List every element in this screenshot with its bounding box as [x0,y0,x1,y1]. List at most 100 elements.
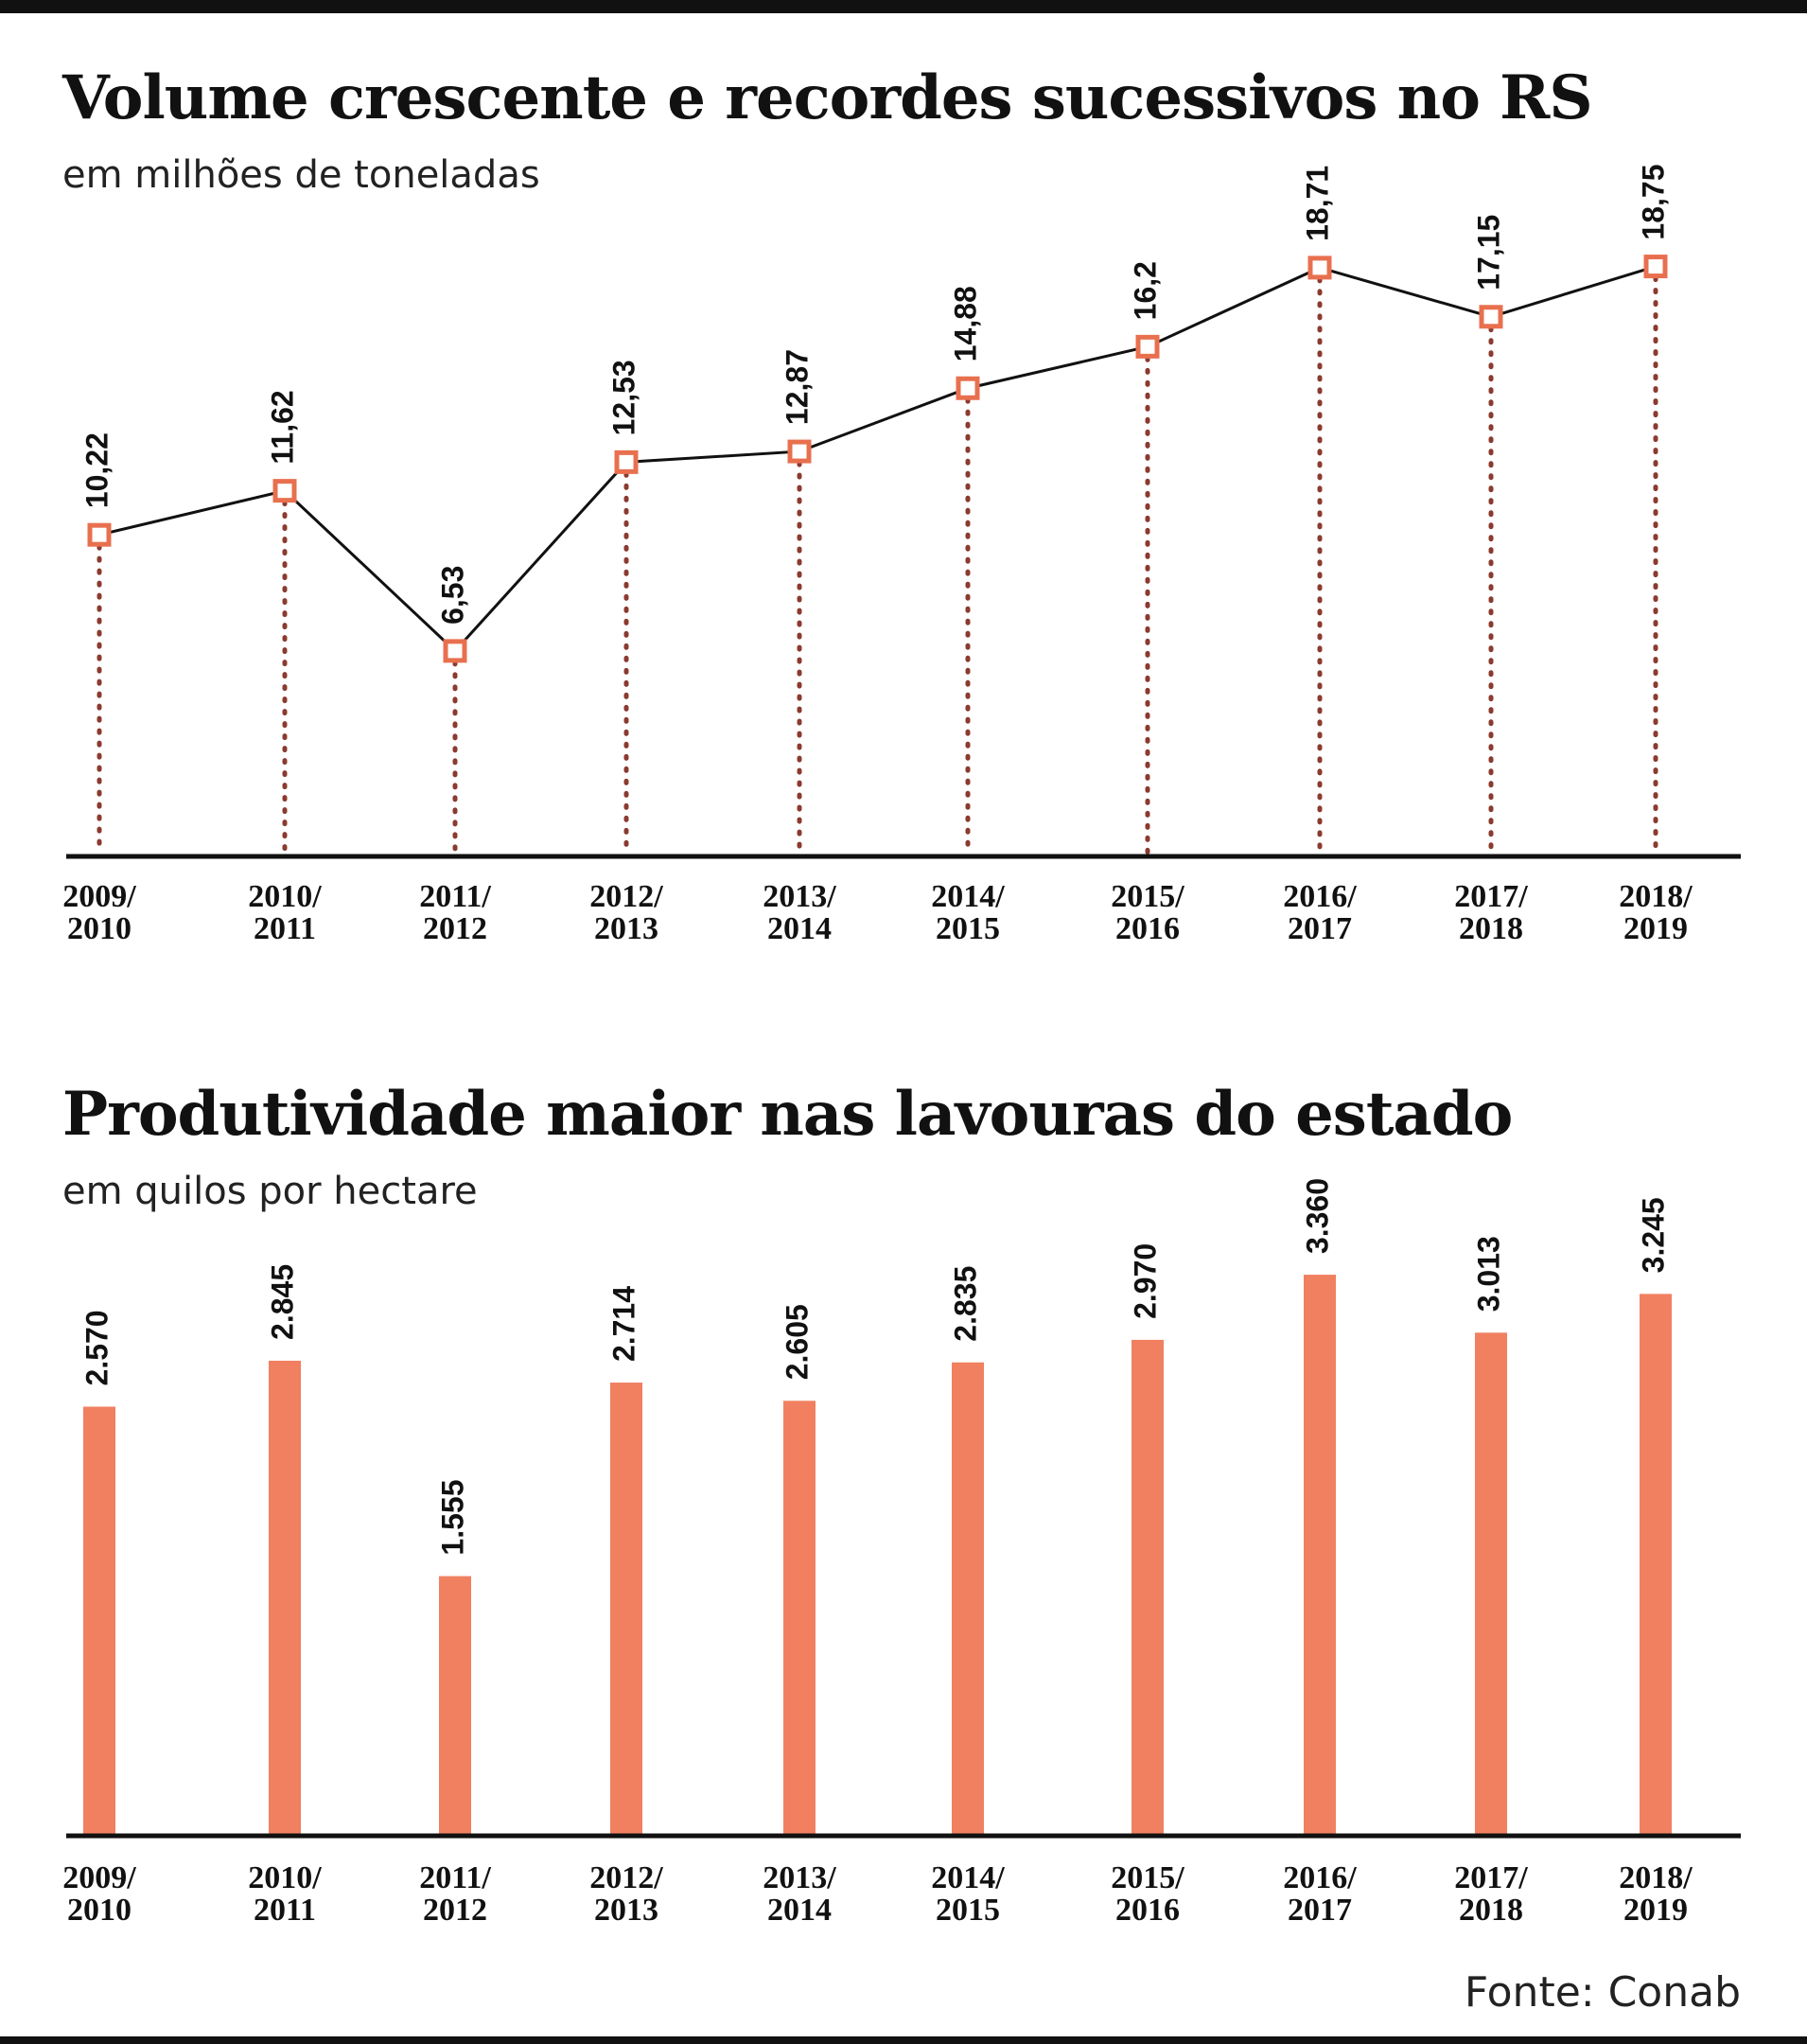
data-label: 12,87 [780,349,814,425]
x-tick-label-line: 2015 [936,1893,1000,1928]
data-label: 3.360 [1300,1178,1334,1254]
data-point-marker [614,449,639,474]
x-tick-label: 2011/2012 [419,879,491,946]
bar [1640,1294,1672,1836]
data-point-marker [443,639,467,663]
data-point-marker [956,376,980,400]
x-tick-label-line: 2018 [1459,911,1523,946]
x-tick-label: 2018/2019 [1619,879,1693,946]
x-tick-label-line: 2015/ [1111,1860,1184,1895]
data-label: 1.555 [435,1480,469,1556]
bar-chart-productivity: 2.570 2.845 1.555 2.714 2.605 2.835 2.970 3.360… [62,1178,1741,1928]
x-tick-label: 2017/2018 [1454,1860,1528,1928]
data-label: 3.013 [1471,1236,1505,1312]
x-tick-label-line: 2014 [767,1893,832,1928]
bar [439,1576,471,1836]
x-tick-label-line: 2013 [594,1893,658,1928]
x-tick-label: 2015/2016 [1111,1860,1184,1928]
x-tick-label: 2012/2013 [589,879,663,946]
x-tick-label-line: 2016/ [1283,1860,1357,1895]
x-tick-label: 2013/2014 [763,879,836,946]
data-label: 11,62 [265,390,299,464]
x-tick-label-line: 2017 [1288,911,1352,946]
bar [1475,1332,1507,1836]
data-label: 2.970 [1128,1243,1162,1319]
data-point-marker [1307,256,1332,280]
x-tick-label-line: 2014 [767,911,832,946]
data-label: 14,88 [948,286,982,361]
x-tick-label: 2010/2011 [248,1860,322,1928]
bottom-rule [0,2036,1807,2044]
x-tick-label-line: 2018/ [1619,879,1693,914]
x-tick-label-line: 2012 [423,911,487,946]
x-tick-label-line: 2011 [254,911,316,946]
data-label: 10,22 [79,432,114,508]
x-tick-label-line: 2018 [1459,1893,1523,1928]
x-tick-label-line: 2017/ [1454,879,1528,914]
data-point-marker [272,479,297,503]
x-tick-label: 2014/2015 [931,879,1005,946]
x-tick-label-line: 2009/ [62,879,136,914]
x-tick-label-line: 2016 [1115,1893,1180,1928]
x-tick-label-line: 2011 [254,1893,316,1928]
data-label: 18,71 [1300,166,1334,241]
data-label: 2.605 [780,1304,814,1380]
data-label: 2.570 [79,1310,114,1385]
data-point-marker [787,439,812,464]
x-tick-label-line: 2014/ [931,879,1005,914]
chart1-subtitle: em milhões de toneladas [62,153,540,197]
source-note: Fonte: Conab [1464,1968,1741,2017]
data-point-marker [1643,255,1668,279]
bar [269,1360,301,1836]
x-tick-label: 2011/2012 [419,1860,491,1928]
x-tick-label-line: 2018/ [1619,1860,1693,1895]
x-tick-label-line: 2017/ [1454,1860,1528,1895]
data-point-marker [87,522,112,547]
data-label: 17,15 [1471,215,1505,291]
x-tick-label: 2009/2010 [62,879,136,946]
x-tick-label-line: 2015 [936,911,1000,946]
data-point-marker [1479,305,1503,329]
x-tick-label-line: 2010/ [248,879,322,914]
x-tick-label-line: 2016/ [1283,879,1357,914]
x-tick-label-line: 2013/ [763,879,836,914]
x-tick-label-line: 2017 [1288,1893,1352,1928]
x-tick-label-line: 2014/ [931,1860,1005,1895]
x-tick-label: 2012/2013 [589,1860,663,1928]
bar [1132,1339,1164,1836]
data-label: 6,53 [435,566,469,625]
bar [783,1401,816,1836]
data-label: 2.714 [606,1286,640,1362]
data-label: 3.245 [1636,1197,1670,1273]
chart2-subtitle: em quilos por hectare [62,1170,478,1213]
data-label: 2.845 [265,1264,299,1340]
bar [83,1406,115,1836]
bar [610,1383,642,1836]
bar [1304,1275,1336,1836]
x-tick-label-line: 2012/ [589,879,663,914]
x-tick-label: 2018/2019 [1619,1860,1693,1928]
x-tick-label-line: 2010/ [248,1860,322,1895]
x-tick-label: 2009/2010 [62,1860,136,1928]
line-chart-volume: 10,22 11,62 6,53 12,53 12,87 14,88 16,2 18,71 17… [62,164,1741,946]
x-tick-label-line: 2010 [67,911,132,946]
x-tick-label-line: 2011/ [419,879,491,914]
x-tick-label-line: 2011/ [419,1860,491,1895]
x-tick-label-line: 2013/ [763,1860,836,1895]
chart1-title: Volume crescente e recordes sucessivos n… [62,62,1593,133]
x-tick-label-line: 2019 [1623,1893,1688,1928]
x-tick-label-line: 2010 [67,1893,132,1928]
x-tick-label-line: 2012/ [589,1860,663,1895]
x-tick-label: 2010/2011 [248,879,322,946]
x-tick-label-line: 2012 [423,1893,487,1928]
x-tick-label: 2015/2016 [1111,879,1184,946]
x-tick-label: 2017/2018 [1454,879,1528,946]
bar [952,1362,984,1836]
x-tick-label: 2014/2015 [931,1860,1005,1928]
data-label: 18,75 [1636,164,1670,239]
x-tick-label-line: 2009/ [62,1860,136,1895]
series-line [98,265,1657,654]
x-tick-label-line: 2015/ [1111,879,1184,914]
top-rule [0,0,1807,13]
x-tick-label-line: 2019 [1623,911,1688,946]
